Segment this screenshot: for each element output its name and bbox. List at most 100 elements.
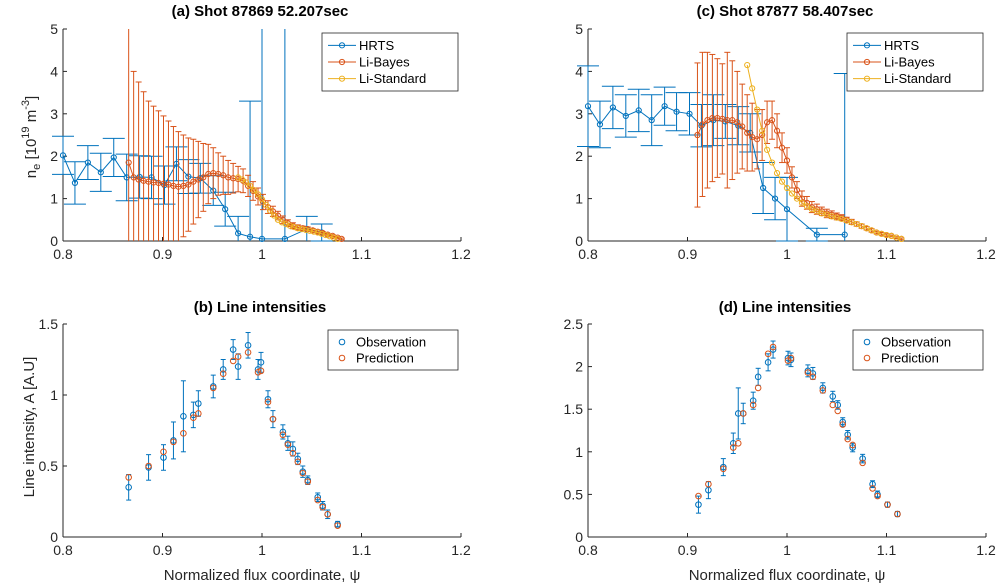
panel-d-x-tick-label: 0.9 (678, 542, 698, 558)
panel-b-observation-point (229, 346, 237, 353)
panel-c-legend-li-bayes-label: Li-Bayes (884, 55, 935, 70)
panel-a-li-standard-point (270, 212, 278, 219)
panel-a-li-bayes-point (274, 212, 282, 219)
panel-a-li-standard-point (294, 225, 301, 232)
panel-b-observation-point (219, 366, 227, 373)
panel-b-prediction-point (125, 474, 132, 481)
panel-c-x-tick-label: 0.8 (578, 246, 598, 262)
panel-b-y-tick-label: 1.5 (39, 316, 59, 332)
panel-d-y-tick-label: 1 (575, 444, 583, 460)
panel-a-li-standard-point (310, 228, 317, 235)
panel-c-li-standard-point (768, 159, 776, 166)
panel-c-li-standard-point (754, 106, 761, 113)
panel-a-li-bayes-point (200, 174, 207, 181)
panel-c-hrts-point (661, 103, 668, 110)
panel-b-prediction-point (314, 496, 322, 504)
panel-b-observation-point (264, 395, 272, 403)
panel-a-hrts-point (71, 179, 79, 187)
panel-d-observation-point (844, 431, 851, 439)
panel-d-observation-point (749, 397, 757, 404)
panel-c-li-bayes-point (729, 117, 736, 124)
panel-c-li-standard-point (759, 127, 766, 134)
panel-a-legend-li-standard-marker (338, 75, 346, 82)
panel-b-observation-point (234, 363, 242, 370)
panel-b-observation-point (257, 359, 265, 366)
panel-c-li-standard-point (813, 208, 820, 215)
panel-b-prediction-point (319, 503, 326, 511)
panel-b-prediction-point (219, 370, 227, 378)
panel-b-prediction-point (195, 410, 202, 417)
panel-a-legend-li-standard-label: Li-Standard (359, 71, 426, 86)
panel-b-prediction-point (257, 367, 265, 375)
panel-d-x-tick-label: 1.2 (976, 542, 996, 558)
panel-c-li-bayes-point (694, 131, 701, 139)
panel-b-prediction-point (289, 449, 297, 457)
panel-c-li-standard-point (793, 195, 801, 202)
panel-a-y-tick-label: 5 (50, 21, 58, 37)
panel-b-legend-prediction-marker (338, 354, 346, 362)
panel-a-li-standard-point (318, 230, 325, 237)
panel-c-legend-li-standard-label: Li-Standard (884, 71, 951, 86)
panel-c-li-standard-point (788, 190, 796, 197)
panel-a-x-tick-label: 1.1 (352, 246, 372, 262)
panel-b-prediction-point (264, 398, 272, 406)
panel-a-li-standard-point (262, 201, 270, 209)
panel-d-prediction-point (849, 441, 856, 449)
panel-c-li-bayes-point (793, 187, 801, 194)
panel-b-prediction-point (334, 522, 341, 529)
panel-c-li-standard-point (898, 235, 905, 242)
panel-d-prediction-point (874, 492, 881, 500)
panel-a-y-tick-label: 3 (50, 106, 58, 122)
panel-d-plot-area: 0.8 0.9 1 1.1 1.2 0 0.5 1 1.5 2 2.5 (564, 316, 996, 558)
panel-d-prediction-point (844, 435, 851, 443)
panel-a-hrts-point (123, 174, 130, 181)
panel-b-prediction-point (279, 431, 287, 439)
panel-a-li-standard-point (278, 219, 285, 226)
panel-d-y-tick-label: 0 (575, 529, 583, 545)
panel-c-x-tick-label: 1.2 (976, 246, 996, 262)
panel-d-observation-point (859, 455, 866, 462)
panel-a-li-bayes-point (125, 159, 132, 166)
panel-d-observation-point (819, 384, 827, 392)
panel-c-hrts-point (584, 103, 592, 110)
panel-d-prediction-point (729, 444, 737, 451)
panel-b-observation-point (279, 428, 287, 436)
panel-d-y-tick-label: 1.5 (564, 401, 584, 417)
panel-c-hrts-point (783, 206, 791, 213)
panel-a-hrts-point (97, 169, 104, 176)
panel-b-prediction-point (209, 384, 217, 392)
panel-a-li-standard-point (314, 229, 321, 236)
panel-b-observation-point (125, 484, 132, 491)
panel-d-observation-point (754, 373, 762, 381)
panel-c-li-standard-point (764, 146, 771, 153)
panel-b-legend-box (327, 329, 459, 371)
panel-a-li-bayes-point (220, 172, 227, 179)
panel-c-li-standard-point (744, 61, 751, 69)
panel-b-prediction-point (244, 349, 252, 356)
panel-a-hrts-point (161, 181, 168, 189)
panel-b-prediction-point (324, 510, 331, 518)
panel-b-observation-point (180, 413, 187, 420)
panel-a-hrts-point (246, 233, 254, 240)
panel-c-y-tick-label: 1 (575, 191, 583, 207)
panel-c-li-standard-point (853, 220, 860, 228)
panel-d-y-tick-label: 2 (575, 359, 583, 375)
panel-a-li-standard-point (306, 227, 313, 234)
panel-b-prediction-point (229, 357, 237, 365)
panel-c-li-bayes-point (699, 121, 706, 128)
panel-d-observation-point (869, 480, 876, 488)
panel-c-hrts-point (635, 107, 642, 114)
panel-b-prediction-point (304, 478, 312, 485)
panel-b-x-tick-label: 1.2 (451, 542, 471, 558)
panel-c-legend-li-standard-marker (863, 75, 871, 82)
panel-c-li-bayes-point (783, 157, 791, 164)
panel-a-x-tick-label: 0.8 (53, 246, 73, 262)
panel-a-li-standard-point (302, 226, 309, 234)
panel-c-y-tick-label: 3 (575, 106, 583, 122)
panel-a-legend-hrts-marker (338, 42, 346, 49)
panel-a-y-tick-label: 0 (50, 233, 58, 249)
panel-b-legend-prediction-label: Prediction (356, 351, 414, 366)
panel-a-li-bayes-point (190, 178, 197, 185)
